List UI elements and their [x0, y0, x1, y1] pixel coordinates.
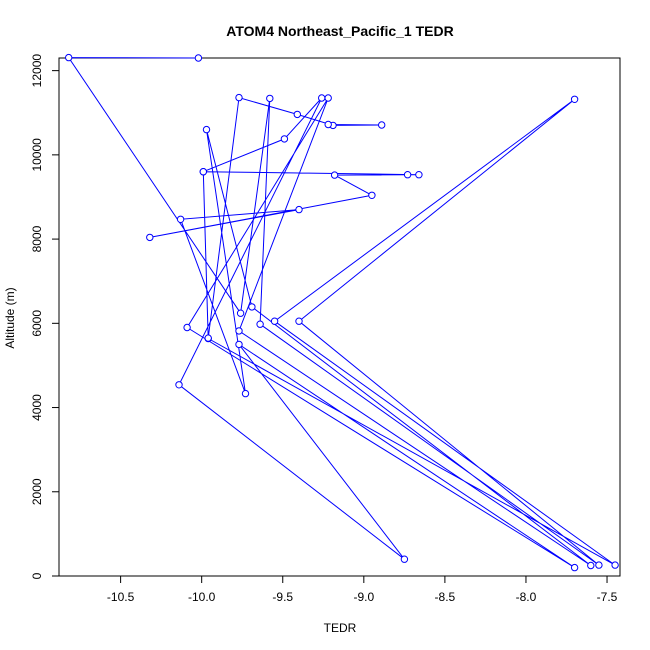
- data-point: [204, 334, 212, 342]
- data-point: [293, 110, 301, 119]
- y-tick-label: 6000: [30, 310, 44, 337]
- data-point: [595, 561, 603, 569]
- data-point: [295, 205, 303, 214]
- data-point: [270, 317, 279, 325]
- data-point: [324, 120, 332, 129]
- chart-title: ATOM4 Northeast_Pacific_1 TEDR: [226, 23, 453, 39]
- x-tick-label: -10.5: [107, 590, 135, 604]
- y-axis: 0 2000 4000 6000 8000 10000 12000: [30, 54, 60, 579]
- data-point: [176, 215, 185, 224]
- data-point: [65, 53, 73, 62]
- x-axis-label: TEDR: [324, 621, 357, 635]
- data-point: [570, 95, 579, 104]
- x-tick-label: -8.5: [435, 590, 456, 604]
- y-tick-label: 4000: [30, 394, 44, 421]
- data-point: [403, 171, 412, 179]
- data-point: [266, 94, 274, 103]
- data-point: [175, 381, 183, 389]
- x-tick-label: -7.5: [597, 590, 618, 604]
- data-point: [202, 125, 211, 134]
- data-point: [324, 94, 332, 102]
- x-tick-label: -8.0: [516, 590, 537, 604]
- x-axis: -10.5 -10.0 -9.5 -9.0 -8.5 -8.0 -7.5: [107, 575, 618, 604]
- x-tick-label: -9.5: [272, 590, 293, 604]
- y-tick-label: 2000: [30, 478, 44, 505]
- data-point: [611, 561, 619, 569]
- data-point: [330, 171, 339, 179]
- series-line: [67, 57, 616, 569]
- y-tick-label: 12000: [30, 54, 44, 88]
- data-point: [368, 191, 376, 200]
- data-point: [241, 389, 250, 398]
- data-point: [570, 563, 579, 572]
- x-tick-label: -9.0: [353, 590, 374, 604]
- data-point: [248, 303, 256, 311]
- data-point: [183, 323, 191, 332]
- data-point: [280, 135, 289, 143]
- y-axis-label: Altitude (m): [3, 287, 17, 348]
- x-tick-label: -10.0: [188, 590, 216, 604]
- data-point: [235, 93, 243, 102]
- data-point: [236, 309, 245, 317]
- data-point: [378, 121, 386, 129]
- data-point: [194, 54, 203, 62]
- y-tick-label: 8000: [30, 225, 44, 252]
- y-tick-label: 10000: [30, 138, 44, 172]
- data-point: [415, 171, 423, 179]
- plot-frame: [58, 57, 621, 577]
- data-point: [256, 320, 264, 328]
- data-point: [587, 561, 595, 570]
- data-point: [146, 233, 154, 242]
- data-points: [65, 53, 619, 572]
- data-point: [295, 317, 303, 325]
- data-point: [318, 94, 326, 102]
- data-point: [235, 327, 243, 335]
- data-point: [400, 555, 409, 563]
- data-point: [235, 340, 243, 349]
- y-tick-label: 0: [30, 572, 44, 579]
- data-point: [199, 168, 208, 176]
